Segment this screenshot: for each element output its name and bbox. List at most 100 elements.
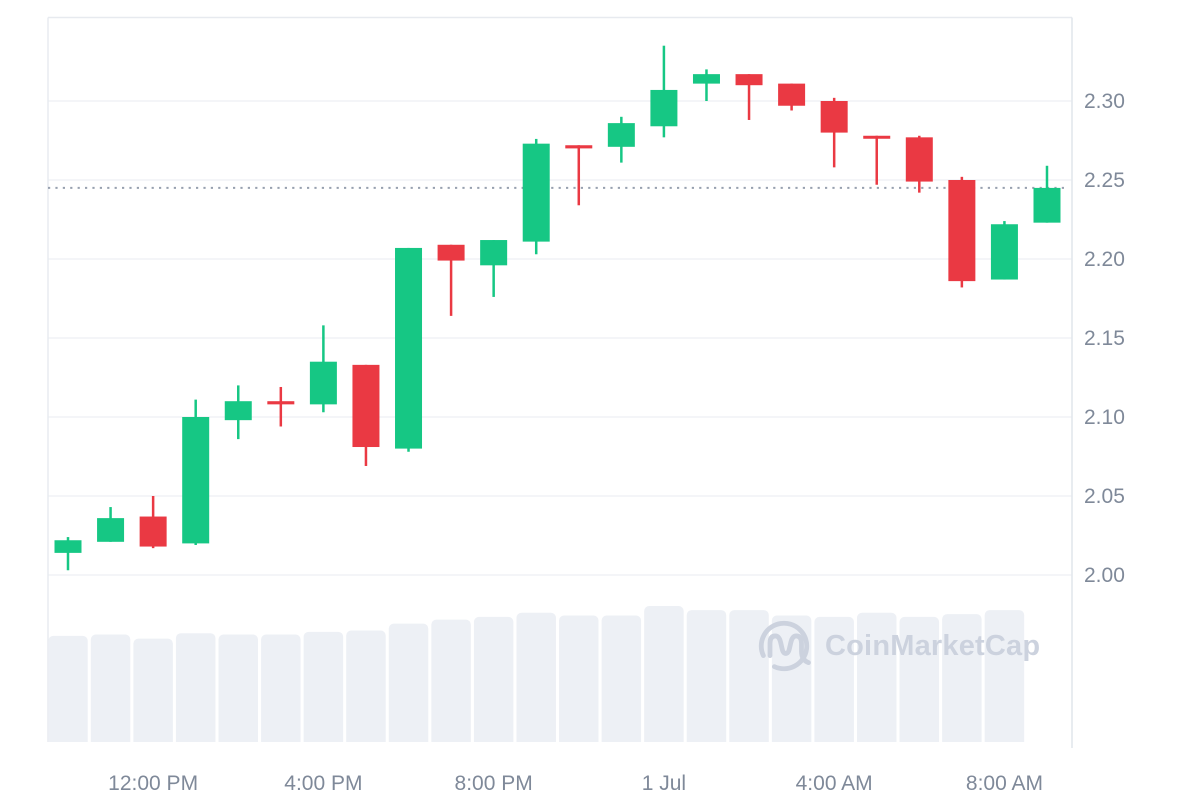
x-axis-label: 1 Jul (642, 772, 686, 795)
candle[interactable] (863, 135, 891, 185)
candle-body (480, 240, 508, 266)
candle-body (820, 101, 848, 133)
candle-body (990, 224, 1018, 280)
candle-wick (449, 244, 453, 316)
candles (54, 45, 1061, 571)
y-axis-label: 2.30 (1084, 90, 1125, 113)
candle[interactable] (395, 247, 423, 452)
y-axis-labels: 2.30 2.25 2.20 2.15 2.10 2.05 2.00 (1084, 90, 1125, 587)
y-axis-label: 2.10 (1084, 406, 1125, 429)
candle-body (735, 74, 763, 86)
x-axis-label: 8:00 PM (455, 772, 533, 795)
candle-body (267, 401, 295, 405)
candle-body (778, 83, 806, 106)
volume-bar (686, 610, 727, 742)
candle-wick (492, 240, 495, 297)
volume-bar (303, 631, 344, 742)
y-axis-label: 2.20 (1084, 248, 1125, 271)
candle-body (54, 540, 82, 553)
y-axis-label: 2.00 (1084, 564, 1125, 587)
x-axis-labels: 12:00 PM 4:00 PM 8:00 PM 1 Jul 4:00 AM 8:00 A… (108, 772, 1043, 795)
volume-bar (473, 616, 514, 742)
y-axis-label: 2.05 (1084, 485, 1125, 508)
candle[interactable] (309, 325, 337, 413)
volume-bar (601, 615, 642, 742)
candle[interactable] (54, 537, 82, 571)
candle[interactable] (267, 386, 295, 427)
volume-bar (218, 634, 259, 742)
candle[interactable] (607, 116, 635, 163)
volume-bar (771, 615, 812, 742)
candle[interactable] (905, 135, 933, 193)
candle[interactable] (97, 507, 125, 542)
candle[interactable] (352, 364, 380, 466)
candle[interactable] (1033, 165, 1061, 223)
candle-wick (747, 74, 751, 120)
volume-bar (431, 619, 471, 742)
candle-body (139, 516, 167, 547)
candle-body (309, 361, 337, 405)
candle[interactable] (948, 176, 976, 288)
plot-border (47, 16, 1073, 748)
y-axis-label: 2.25 (1084, 169, 1125, 192)
candle[interactable] (692, 69, 720, 101)
volume-bar (90, 634, 131, 742)
candle-body (224, 401, 252, 421)
volume-bar (559, 615, 599, 742)
candle-body (948, 180, 976, 282)
x-axis-label: 4:00 AM (796, 772, 873, 795)
candle-wick (279, 386, 283, 427)
gridlines (48, 100, 1072, 576)
x-axis-label: 12:00 PM (108, 772, 198, 795)
candle[interactable] (480, 240, 508, 297)
candle-body (437, 244, 465, 261)
volume-bar (814, 616, 854, 742)
volume-bar (516, 612, 556, 742)
candle-wick (577, 145, 581, 206)
volume-bar (856, 612, 897, 742)
candle-body (352, 364, 380, 448)
volume-bar (729, 610, 769, 742)
volume-bar (261, 634, 301, 742)
candle[interactable] (735, 74, 763, 120)
candle-body (1033, 187, 1061, 223)
candle[interactable] (820, 97, 848, 168)
candle[interactable] (437, 244, 465, 316)
candle[interactable] (522, 138, 550, 255)
candle-body (863, 135, 891, 139)
candle[interactable] (990, 221, 1018, 280)
volume-bars (48, 606, 1025, 742)
candle-body (650, 89, 678, 127)
candle-wick (875, 135, 878, 185)
candle[interactable] (224, 385, 252, 440)
candle-body (905, 137, 933, 182)
volume-bar (346, 630, 386, 742)
x-axis-label: 8:00 AM (966, 772, 1043, 795)
candle-body (565, 145, 593, 149)
candle-body (182, 417, 210, 544)
volume-bar (48, 635, 88, 742)
candle[interactable] (565, 145, 593, 206)
y-axis-label: 2.15 (1084, 327, 1125, 350)
candle-body (522, 143, 550, 242)
volume-bar (984, 610, 1025, 742)
candle[interactable] (778, 83, 806, 111)
volume-bar (899, 616, 940, 742)
candle-body (607, 123, 635, 147)
volume-bar (175, 633, 216, 742)
x-axis-label: 4:00 PM (284, 772, 362, 795)
volume-bar (942, 614, 982, 742)
candle-wick (66, 537, 70, 571)
candle[interactable] (650, 45, 678, 138)
volume-bar (133, 638, 173, 742)
volume-bar (388, 623, 429, 742)
candle-wick (705, 69, 708, 101)
candle[interactable] (182, 399, 210, 545)
candle-body (97, 518, 125, 542)
volume-bar (644, 606, 684, 742)
candle-body (692, 74, 720, 84)
candle-body (395, 247, 423, 449)
candle[interactable] (139, 496, 167, 549)
